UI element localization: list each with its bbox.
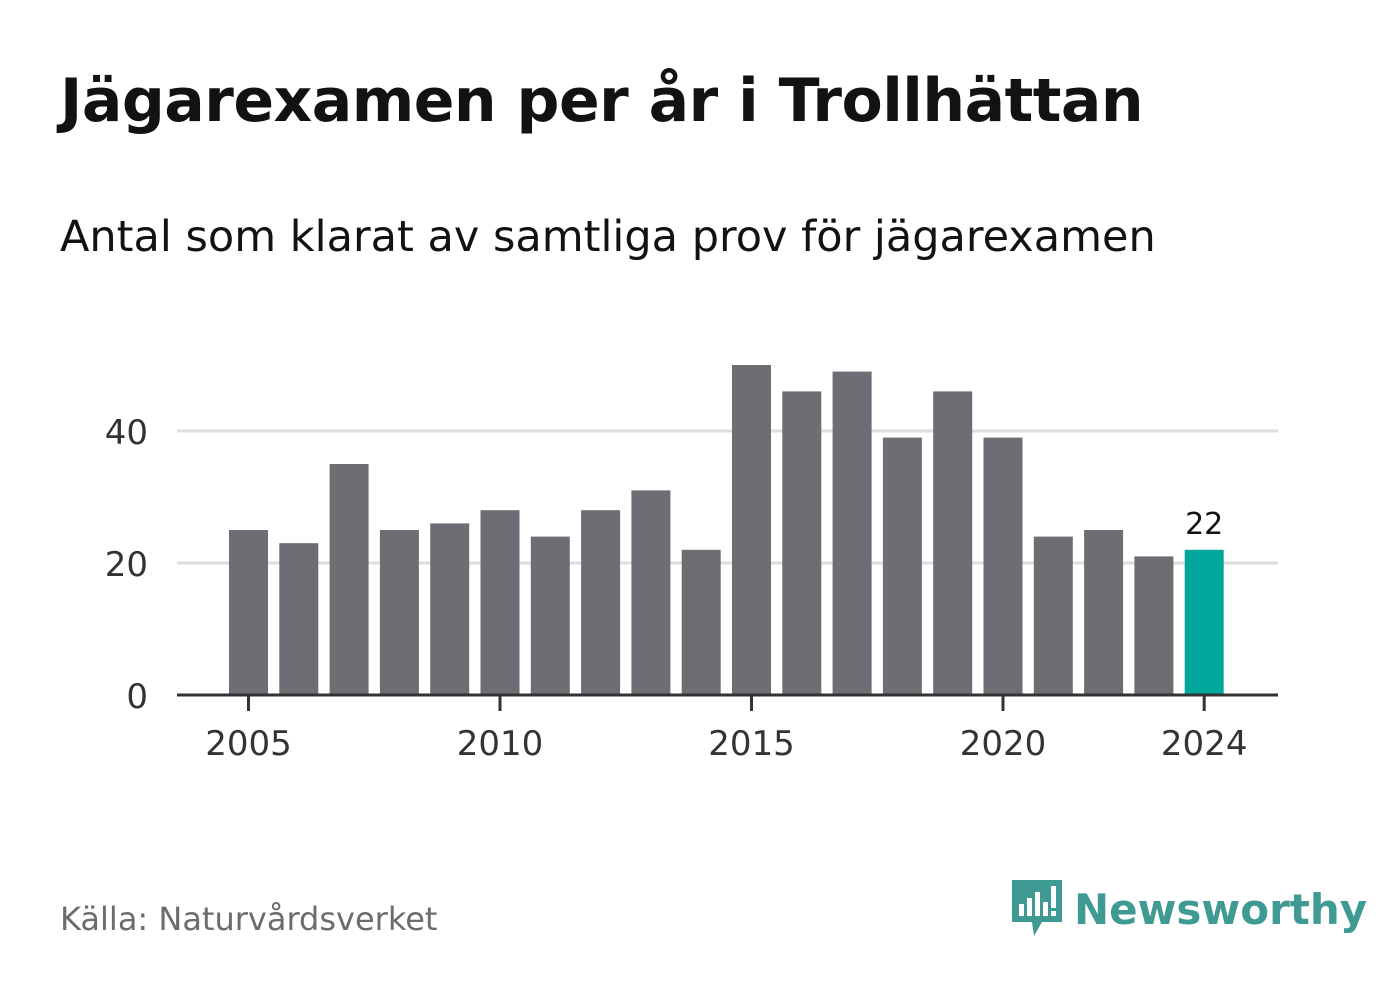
bar-2014: [681, 549, 721, 695]
y-tick-label-40: 40: [105, 413, 148, 453]
data-label-2024: 22: [1185, 507, 1223, 542]
bar-2022: [1084, 530, 1124, 695]
bar-2012: [581, 510, 621, 695]
x-tick-label-2010: 2010: [457, 724, 544, 764]
x-tick-label-2020: 2020: [960, 724, 1047, 764]
bar-2011: [530, 536, 570, 695]
bar-2005: [229, 530, 268, 695]
bar-2008: [379, 530, 419, 695]
bar-2007: [329, 464, 369, 695]
newsworthy-bar-chart-icon: [1012, 880, 1062, 936]
bar-2006: [279, 543, 319, 695]
chart-title: Jägarexamen per år i Trollhättan: [60, 66, 1144, 136]
bars: [229, 365, 1224, 695]
bar-2019: [933, 391, 973, 695]
brand-logo[interactable]: Newsworthy: [1010, 878, 1367, 940]
bar-2015: [732, 365, 771, 695]
bar-2023: [1134, 556, 1174, 695]
bar-2020: [983, 437, 1023, 695]
x-tick-label-2005: 2005: [205, 724, 292, 764]
bar-2021: [1033, 536, 1073, 695]
bar-2010: [480, 510, 520, 695]
axes: [177, 693, 1278, 711]
brand-name: Newsworthy: [1074, 884, 1368, 934]
bar-2024: [1184, 549, 1224, 695]
bar-2017: [832, 371, 872, 695]
bar-2009: [430, 523, 470, 695]
bar-2013: [631, 490, 671, 695]
source-note: Källa: Naturvårdsverket: [60, 900, 438, 938]
bar-2016: [782, 391, 822, 695]
bar-2018: [882, 437, 922, 695]
labels: 0 20 40 2005 2010 2015 2020 2024 22: [105, 413, 1248, 764]
y-tick-label-20: 20: [105, 545, 148, 585]
x-tick-label-2015: 2015: [708, 724, 795, 764]
chart-subtitle: Antal som klarat av samtliga prov för jä…: [60, 212, 1156, 262]
x-tick-label-2024: 2024: [1161, 724, 1248, 764]
y-tick-label-0: 0: [126, 677, 148, 717]
